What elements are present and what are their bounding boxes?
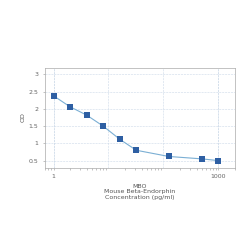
X-axis label: MBO
Mouse Beta-Endorphin
Concentration (pg/ml): MBO Mouse Beta-Endorphin Concentration (… (104, 184, 176, 200)
Point (52, 94, 56, 98)
Point (200, 157, 204, 161)
Point (84, 113, 88, 117)
Point (118, 137, 122, 141)
Point (216, 158, 220, 162)
Point (134, 148, 138, 152)
Y-axis label: OD: OD (20, 112, 25, 122)
Point (68, 105, 72, 109)
Point (101, 124, 105, 128)
Point (167, 154, 171, 158)
